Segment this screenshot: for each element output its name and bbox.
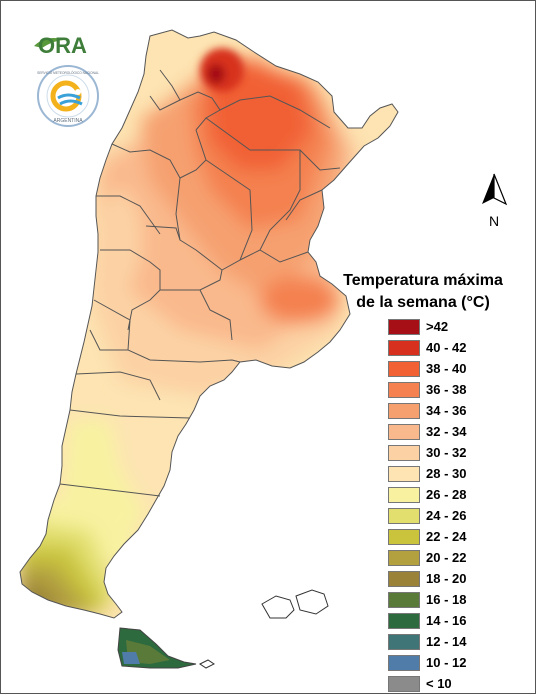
- legend-swatch: [388, 529, 420, 545]
- smn-logo-country: ARGENTINA: [53, 118, 83, 124]
- legend-label: 30 - 32: [426, 445, 467, 460]
- ora-logo-text: ORA: [38, 33, 87, 58]
- legend-label: 32 - 34: [426, 424, 467, 439]
- legend-title-line1: Temperatura máxima: [343, 272, 503, 289]
- smn-logo-ring-text: SERVICIO METEOROLÓGICO NACIONAL: [37, 70, 99, 75]
- legend-label: 20 - 22: [426, 550, 467, 565]
- north-arrow-icon: N: [482, 173, 508, 229]
- legend-label: 34 - 36: [426, 403, 467, 418]
- legend-swatch: [388, 550, 420, 566]
- legend-swatch: [388, 340, 420, 356]
- legend-label: >42: [426, 319, 449, 334]
- legend-swatch: [388, 403, 420, 419]
- legend-swatch: [388, 361, 420, 377]
- legend-swatch: [388, 487, 420, 503]
- legend-swatch: [388, 571, 420, 587]
- province-borders: [19, 29, 399, 619]
- legend-swatch: [388, 382, 420, 398]
- legend-label: 18 - 20: [426, 571, 467, 586]
- malvinas-islands: [261, 589, 329, 619]
- ora-logo: ORA: [34, 33, 87, 58]
- legend-label: 12 - 14: [426, 634, 467, 649]
- north-arrow-label: N: [489, 213, 499, 229]
- legend-label: 28 - 30: [426, 466, 467, 481]
- legend-swatch: [388, 676, 420, 692]
- legend-label: 22 - 24: [426, 529, 467, 544]
- legend-swatch: [388, 634, 420, 650]
- legend-label: 26 - 28: [426, 487, 467, 502]
- tierra-del-fuego: [117, 627, 197, 669]
- legend-label: 14 - 16: [426, 613, 467, 628]
- legend-label: 38 - 40: [426, 361, 467, 376]
- legend-title-line2: de la semana (°C): [356, 294, 490, 311]
- legend-label: 40 - 42: [426, 340, 467, 355]
- legend-swatch: [388, 319, 420, 335]
- legend-label: 24 - 26: [426, 508, 467, 523]
- legend-swatch: [388, 655, 420, 671]
- small-isles: [199, 659, 215, 669]
- legend-title: Temperatura máxima de la semana (°C): [318, 270, 528, 314]
- legend-swatch: [388, 508, 420, 524]
- legend-swatch: [388, 613, 420, 629]
- legend-swatch: [388, 592, 420, 608]
- legend-swatch: [388, 445, 420, 461]
- legend-label: < 10: [426, 676, 452, 691]
- legend-swatch: [388, 466, 420, 482]
- legend-label: 36 - 38: [426, 382, 467, 397]
- legend-label: 16 - 18: [426, 592, 467, 607]
- smn-logo: ARGENTINA SERVICIO METEOROLÓGICO NACIONA…: [37, 65, 99, 127]
- legend-label: 10 - 12: [426, 655, 467, 670]
- legend-swatch: [388, 424, 420, 440]
